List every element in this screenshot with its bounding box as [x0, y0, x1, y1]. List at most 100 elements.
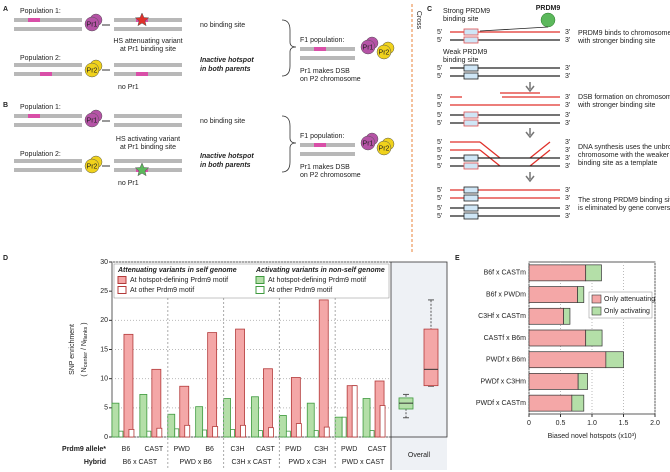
bar — [285, 430, 291, 438]
synthesis — [479, 141, 551, 167]
protein-label: Pr1 — [87, 21, 98, 28]
bar — [195, 406, 204, 438]
site-label: Strong PRDM9 — [443, 8, 490, 15]
inactive-text: Inactive hotspot — [200, 153, 254, 160]
overall-label: Overall — [408, 452, 431, 459]
binding-box — [463, 186, 479, 194]
inactive-text: in both parents — [200, 162, 251, 169]
step-text: The strong PRDM9 binding site — [578, 197, 670, 204]
strand-end: 3' — [565, 205, 570, 212]
step-text: DNA synthesis uses the unbroken — [578, 144, 670, 151]
strand-end: 5' — [437, 37, 442, 44]
binding-box — [463, 36, 479, 44]
bar — [258, 430, 263, 438]
bar — [230, 429, 235, 438]
strand-end: 3' — [565, 155, 570, 162]
bar — [278, 415, 287, 438]
strand-end: 5' — [437, 213, 442, 220]
y-tick-label: B6f x CASTm — [484, 270, 527, 277]
strand-end: 5' — [437, 139, 442, 146]
protein — [360, 135, 376, 151]
chromosome — [114, 123, 182, 127]
binding-site — [28, 18, 40, 22]
binding-box — [463, 28, 479, 36]
bar — [156, 427, 163, 438]
variant-text: at Pr1 binding site — [120, 144, 176, 151]
y-axis-label: SNP enrichment — [69, 324, 76, 375]
strand-end: 5' — [437, 195, 442, 202]
bar-segment — [577, 373, 588, 390]
binding-site — [136, 72, 148, 76]
step-text: with stronger binding site — [577, 102, 656, 109]
strand-end: 3' — [565, 102, 570, 109]
chromosome — [114, 27, 182, 31]
x-tick-label: 0 — [527, 420, 531, 427]
chromosome — [14, 159, 82, 163]
strand-end: 3' — [565, 37, 570, 44]
protein — [360, 39, 376, 55]
strand-end: 5' — [437, 73, 442, 80]
bar-segment — [528, 373, 579, 390]
y-tick-label: 20 — [100, 317, 108, 324]
note: on P2 chromosome — [300, 76, 361, 83]
row-label: Hybrid — [84, 459, 106, 466]
strand-end: 5' — [437, 187, 442, 194]
binding-box — [463, 154, 479, 162]
protein — [376, 44, 392, 60]
strand-end: 5' — [437, 112, 442, 119]
bar-segment — [605, 351, 624, 369]
bar-segment — [585, 329, 603, 347]
legend-swatch — [255, 276, 265, 284]
bar — [323, 426, 330, 438]
cross-label: Cross — [415, 11, 422, 30]
site-label: Weak PRDM9 — [443, 49, 487, 56]
bar-segment — [528, 329, 587, 347]
x-tick-label: 0.5 — [556, 420, 566, 427]
bar-segment — [528, 351, 607, 369]
bar — [268, 427, 274, 438]
y-tick-label: C3Hf x CASTm — [478, 313, 526, 320]
bar — [341, 416, 347, 438]
bar — [379, 405, 386, 438]
note: on P2 chromosome — [300, 172, 361, 179]
protein-label: Pr2 — [87, 67, 98, 74]
legend-label: Only attenuating — [604, 296, 655, 303]
x-tick-label: C3H — [314, 446, 328, 453]
chromosome — [114, 63, 182, 67]
legend-swatch — [591, 294, 602, 304]
protein-label: PRDM9 — [536, 5, 561, 12]
hybrid-label: B6 x CAST — [123, 459, 158, 466]
bar — [128, 429, 135, 438]
bar — [295, 423, 302, 438]
strand-end: 5' — [437, 147, 442, 154]
binding-box — [463, 72, 479, 80]
y-tick-label: 15 — [100, 346, 108, 353]
bar — [362, 398, 371, 438]
bar-segment — [577, 286, 585, 303]
legend-swatch — [117, 286, 127, 294]
bar — [306, 402, 315, 438]
chromosome — [300, 56, 355, 60]
population-label: Population 1: — [20, 104, 61, 111]
pointer — [479, 26, 549, 32]
step-text: chromosome with the weaker — [578, 152, 670, 159]
binding-box — [463, 162, 479, 170]
chromosome — [14, 18, 82, 22]
y-axis-label-part: ) — [81, 322, 88, 326]
bar — [263, 368, 273, 438]
step-text: is eliminated by gene conversion — [578, 205, 670, 212]
chromosome — [300, 47, 355, 51]
bar — [123, 333, 134, 438]
protein — [376, 140, 392, 156]
strand-end: 3' — [565, 112, 570, 119]
bar — [318, 299, 329, 438]
legend-label: At hotspot-defining Prdm9 motif — [268, 277, 366, 284]
inactive-text: Inactive hotspot — [200, 57, 254, 64]
legend-title: Attenuating variants in self genome — [117, 267, 237, 274]
chromosome — [14, 168, 82, 172]
legend-box — [113, 263, 390, 299]
brace — [281, 19, 297, 77]
protein-label: Pr2 — [379, 49, 390, 56]
binding-box — [463, 194, 479, 202]
